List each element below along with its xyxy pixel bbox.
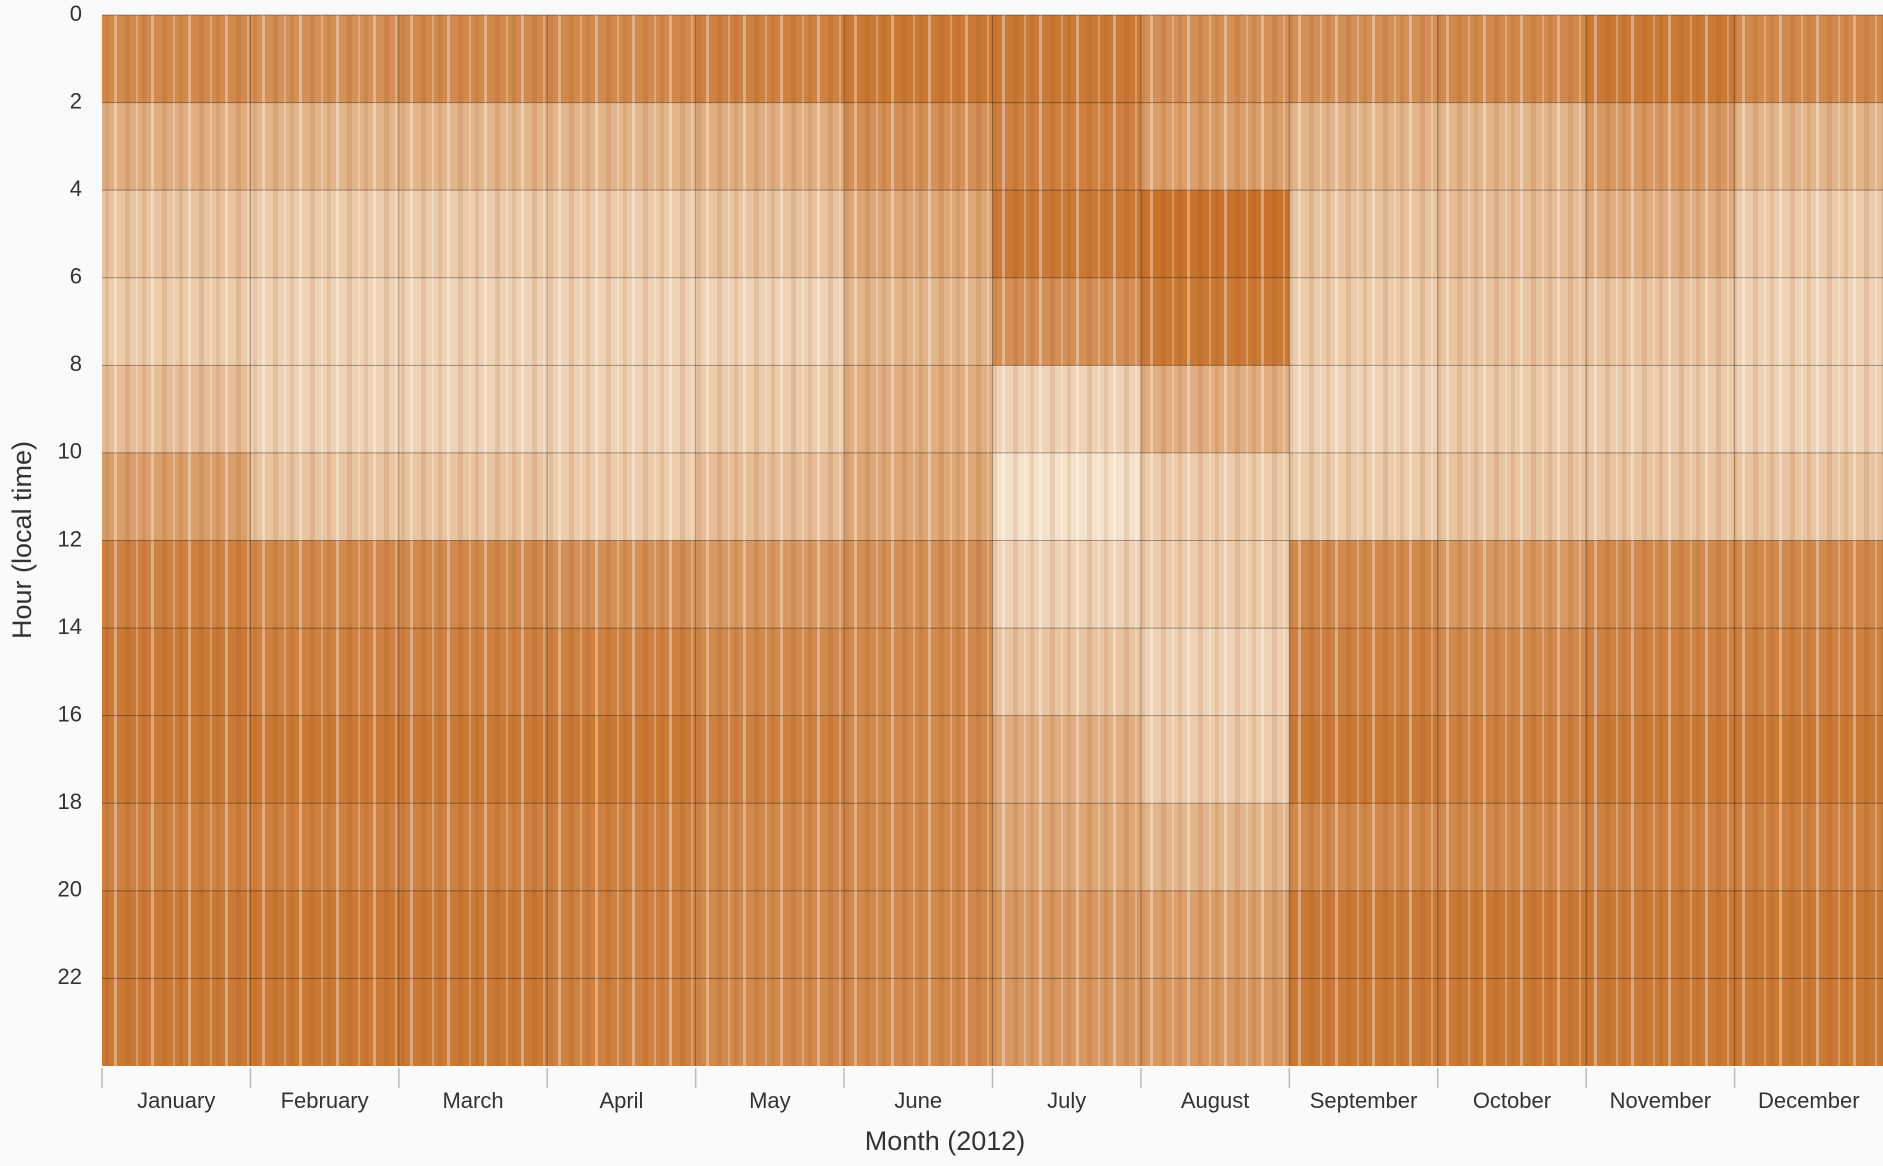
x-tick-label: February [281,1088,369,1113]
y-tick-label: 20 [58,877,82,902]
x-tick-label: August [1181,1088,1250,1113]
y-tick-label: 16 [58,701,82,726]
x-tick-label: January [137,1088,215,1113]
y-tick-label: 6 [70,264,82,289]
x-tick-label: April [599,1088,643,1113]
x-tick-label: July [1047,1088,1086,1113]
x-tick-label: May [749,1088,791,1113]
y-tick-label: 0 [70,1,82,26]
y-tick-label: 22 [58,964,82,989]
y-tick-label: 2 [70,88,82,113]
y-tick-label: 12 [58,526,82,551]
x-tick-label: October [1473,1088,1551,1113]
texture [102,15,1883,1066]
y-axis-title: Hour (local time) [7,441,37,639]
x-tick-label: June [894,1088,942,1113]
x-axis-title: Month (2012) [865,1126,1026,1156]
y-tick-label: 4 [70,176,82,201]
x-tick-label: September [1310,1088,1418,1113]
x-tick-label: December [1758,1088,1859,1113]
y-tick-label: 14 [58,614,82,639]
x-tick-label: March [442,1088,503,1113]
y-tick-label: 18 [58,789,82,814]
y-tick-label: 8 [70,351,82,376]
x-tick-label: November [1610,1088,1711,1113]
y-tick-label: 10 [58,439,82,464]
grid [102,14,1883,1066]
